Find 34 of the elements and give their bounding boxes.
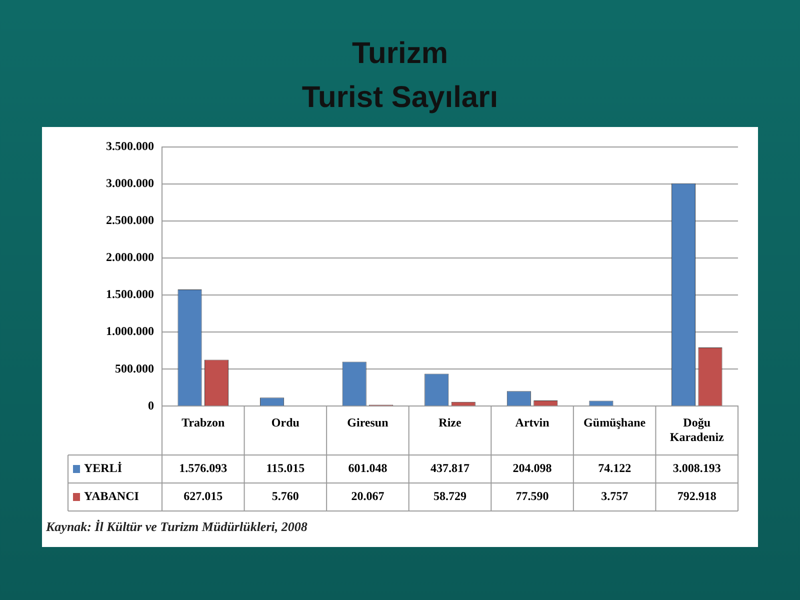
data-label: 601.048 xyxy=(348,461,388,476)
data-label: 58.729 xyxy=(434,489,466,504)
data-label: 792.918 xyxy=(677,489,716,504)
data-label: 3.008.193 xyxy=(672,461,721,476)
data-label: 77.590 xyxy=(516,489,549,504)
data-label: 20.067 xyxy=(351,489,384,504)
x-tick-label: Ordu xyxy=(271,415,300,430)
chart-title: Turizm xyxy=(350,36,450,72)
y-tick-label: 500.000 xyxy=(115,361,154,376)
legend-label: YERLİ xyxy=(84,461,122,476)
data-label: 1.576.093 xyxy=(179,461,228,476)
chart-subtitle: Turist Sayıları xyxy=(300,80,500,116)
text: Kaynak: İl Kültür ve Turizm Müdürlükleri, 2008 xyxy=(45,519,308,535)
data-label: 115.015 xyxy=(266,461,305,476)
legend-label: YABANCI xyxy=(84,489,140,504)
data-label: 627.015 xyxy=(184,489,223,504)
x-tick-label: Rize xyxy=(438,415,462,430)
x-tick-label: Artvin xyxy=(515,415,550,430)
data-label: 3.757 xyxy=(601,489,628,504)
data-label: 74.122 xyxy=(598,461,632,476)
y-tick-label: 1.000.000 xyxy=(106,324,154,338)
y-tick-label: 3.000.000 xyxy=(106,176,154,190)
data-label: 204.098 xyxy=(512,461,552,476)
x-tick-label: Gümüşhane xyxy=(584,415,646,430)
x-tick-label: Trabzon xyxy=(182,415,226,430)
y-tick-label: 3.500.000 xyxy=(106,139,154,154)
y-tick-label: 1.500.000 xyxy=(106,287,154,302)
x-tick-label: Giresun xyxy=(347,415,389,430)
x-tick-label: Doğu Karadeniz xyxy=(670,415,725,444)
data-label: 437.817 xyxy=(430,461,470,476)
y-tick-label: 2.500.000 xyxy=(106,213,154,228)
data-label: 5.760 xyxy=(272,489,299,504)
y-tick-label: 2.000.000 xyxy=(106,250,154,264)
y-tick-label: 0 xyxy=(148,398,154,412)
